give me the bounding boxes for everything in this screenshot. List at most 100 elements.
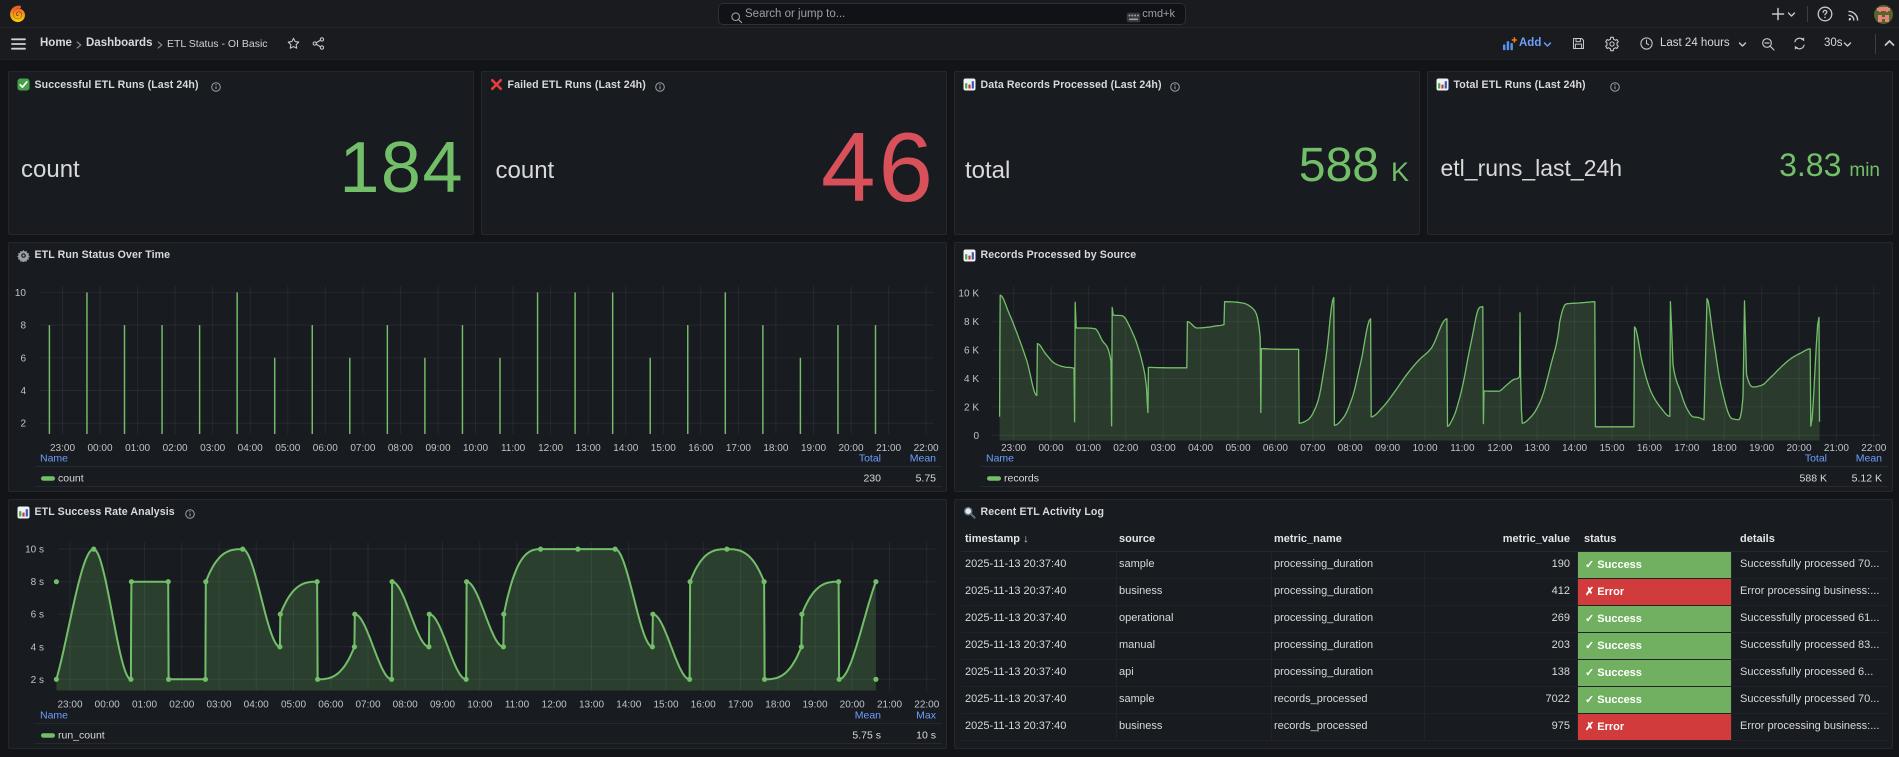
svg-text:10 s: 10 s xyxy=(25,545,44,556)
svg-text:01:00: 01:00 xyxy=(1076,443,1101,454)
svg-text:10:00: 10:00 xyxy=(467,700,492,711)
svg-text:20:00: 20:00 xyxy=(838,443,863,454)
svg-text:11:00: 11:00 xyxy=(505,700,530,711)
svg-text:count: count xyxy=(58,473,84,485)
svg-text:Mean: Mean xyxy=(1856,453,1882,465)
svg-text:0: 0 xyxy=(973,431,979,442)
svg-text:03:00: 03:00 xyxy=(200,443,225,454)
svg-text:13:00: 13:00 xyxy=(1525,443,1550,454)
svg-text:23:00: 23:00 xyxy=(50,443,75,454)
svg-text:22:00: 22:00 xyxy=(1861,443,1886,454)
svg-text:05:00: 05:00 xyxy=(281,700,306,711)
svg-text:4 s: 4 s xyxy=(31,642,44,653)
svg-text:15:00: 15:00 xyxy=(1599,443,1624,454)
svg-text:20:00: 20:00 xyxy=(1786,443,1811,454)
svg-text:19:00: 19:00 xyxy=(1749,443,1774,454)
svg-text:02:00: 02:00 xyxy=(163,443,188,454)
svg-text:07:00: 07:00 xyxy=(1300,443,1325,454)
svg-text:14:00: 14:00 xyxy=(1562,443,1587,454)
svg-text:22:00: 22:00 xyxy=(914,700,939,711)
svg-text:8 K: 8 K xyxy=(964,317,979,328)
svg-text:05:00: 05:00 xyxy=(275,443,300,454)
svg-text:588 K: 588 K xyxy=(1800,473,1827,485)
svg-text:11:00: 11:00 xyxy=(1450,443,1475,454)
svg-text:17:00: 17:00 xyxy=(728,700,753,711)
svg-text:21:00: 21:00 xyxy=(1824,443,1849,454)
svg-text:2 K: 2 K xyxy=(964,402,979,413)
svg-text:21:00: 21:00 xyxy=(877,700,902,711)
svg-text:03:00: 03:00 xyxy=(206,700,231,711)
svg-text:07:00: 07:00 xyxy=(350,443,375,454)
svg-text:2 s: 2 s xyxy=(31,675,44,686)
svg-text:Mean: Mean xyxy=(910,453,936,465)
svg-text:12:00: 12:00 xyxy=(538,443,563,454)
svg-text:Name: Name xyxy=(40,453,68,465)
svg-text:13:00: 13:00 xyxy=(579,700,604,711)
svg-text:16:00: 16:00 xyxy=(688,443,713,454)
svg-text:14:00: 14:00 xyxy=(616,700,641,711)
svg-text:run_count: run_count xyxy=(58,730,105,742)
svg-text:15:00: 15:00 xyxy=(653,700,678,711)
svg-text:06:00: 06:00 xyxy=(318,700,343,711)
svg-text:03:00: 03:00 xyxy=(1151,443,1176,454)
svg-text:10 K: 10 K xyxy=(958,289,979,300)
svg-text:23:00: 23:00 xyxy=(1001,443,1026,454)
svg-text:09:00: 09:00 xyxy=(425,443,450,454)
svg-text:12:00: 12:00 xyxy=(1487,443,1512,454)
svg-text:04:00: 04:00 xyxy=(244,700,269,711)
svg-text:10:00: 10:00 xyxy=(463,443,488,454)
svg-text:04:00: 04:00 xyxy=(238,443,263,454)
svg-text:17:00: 17:00 xyxy=(1674,443,1699,454)
svg-text:5.75 s: 5.75 s xyxy=(852,730,881,742)
svg-text:20:00: 20:00 xyxy=(840,700,865,711)
svg-text:4: 4 xyxy=(20,386,26,397)
svg-text:2: 2 xyxy=(20,419,26,430)
svg-text:17:00: 17:00 xyxy=(726,443,751,454)
svg-text:23:00: 23:00 xyxy=(57,700,82,711)
svg-text:8 s: 8 s xyxy=(31,577,44,588)
svg-text:18:00: 18:00 xyxy=(765,700,790,711)
svg-text:19:00: 19:00 xyxy=(801,443,826,454)
svg-text:08:00: 08:00 xyxy=(388,443,413,454)
svg-text:records: records xyxy=(1004,473,1039,485)
svg-text:12:00: 12:00 xyxy=(542,700,567,711)
svg-text:01:00: 01:00 xyxy=(132,700,157,711)
svg-text:10:00: 10:00 xyxy=(1412,443,1437,454)
svg-text:18:00: 18:00 xyxy=(1712,443,1737,454)
svg-text:05:00: 05:00 xyxy=(1225,443,1250,454)
svg-text:14:00: 14:00 xyxy=(613,443,638,454)
svg-text:07:00: 07:00 xyxy=(355,700,380,711)
svg-text:5.75: 5.75 xyxy=(916,473,937,485)
svg-text:22:00: 22:00 xyxy=(914,443,939,454)
svg-text:4 K: 4 K xyxy=(964,374,979,385)
svg-text:Name: Name xyxy=(40,710,68,722)
svg-text:11:00: 11:00 xyxy=(501,443,526,454)
svg-text:16:00: 16:00 xyxy=(691,700,716,711)
svg-text:06:00: 06:00 xyxy=(1263,443,1288,454)
svg-text:19:00: 19:00 xyxy=(802,700,827,711)
svg-text:230: 230 xyxy=(863,473,881,485)
svg-text:6 K: 6 K xyxy=(964,346,979,357)
svg-text:01:00: 01:00 xyxy=(125,443,150,454)
svg-text:8: 8 xyxy=(20,321,26,332)
svg-text:00:00: 00:00 xyxy=(1038,443,1063,454)
svg-text:Max: Max xyxy=(916,710,937,722)
svg-text:02:00: 02:00 xyxy=(1113,443,1138,454)
svg-text:21:00: 21:00 xyxy=(876,443,901,454)
svg-text:09:00: 09:00 xyxy=(430,700,455,711)
svg-text:16:00: 16:00 xyxy=(1637,443,1662,454)
svg-text:Total: Total xyxy=(1805,453,1827,465)
svg-text:10: 10 xyxy=(15,288,27,299)
svg-text:02:00: 02:00 xyxy=(169,700,194,711)
svg-text:04:00: 04:00 xyxy=(1188,443,1213,454)
svg-text:00:00: 00:00 xyxy=(95,700,120,711)
svg-text:Mean: Mean xyxy=(855,710,881,722)
svg-text:6: 6 xyxy=(20,353,26,364)
svg-text:Name: Name xyxy=(986,453,1014,465)
svg-text:06:00: 06:00 xyxy=(313,443,338,454)
svg-text:08:00: 08:00 xyxy=(393,700,418,711)
svg-text:08:00: 08:00 xyxy=(1338,443,1363,454)
svg-text:18:00: 18:00 xyxy=(763,443,788,454)
svg-text:6 s: 6 s xyxy=(31,610,44,621)
svg-text:10 s: 10 s xyxy=(916,730,936,742)
